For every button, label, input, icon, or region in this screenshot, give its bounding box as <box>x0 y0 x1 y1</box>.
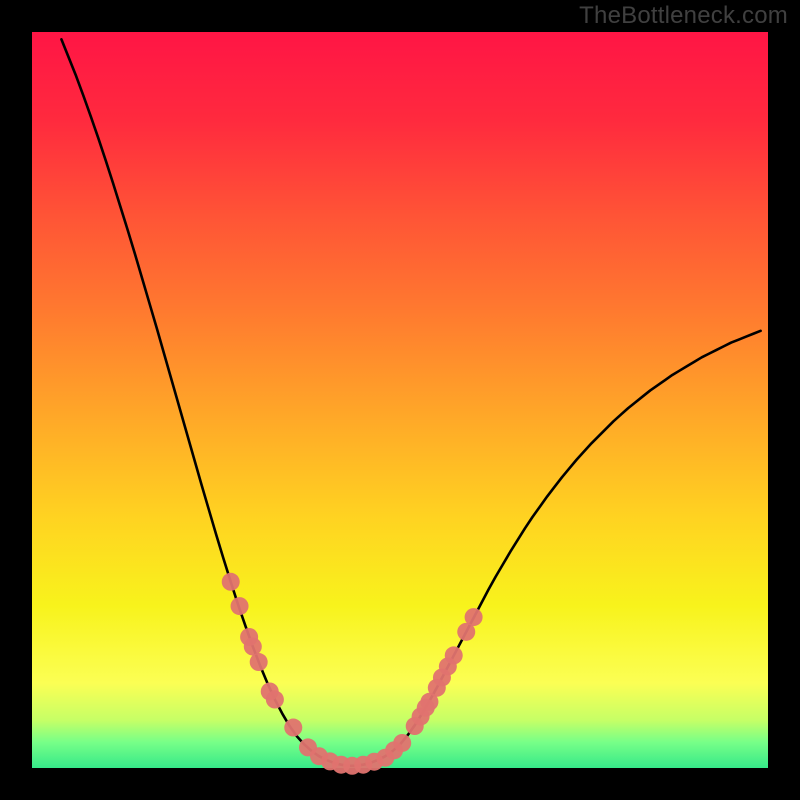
plot-background <box>32 32 768 768</box>
data-marker <box>465 608 483 626</box>
data-marker <box>284 719 302 737</box>
chart-stage: TheBottleneck.com <box>0 0 800 800</box>
bottleneck-chart <box>0 0 800 800</box>
data-marker <box>250 653 268 671</box>
data-marker <box>231 597 249 615</box>
data-marker <box>393 734 411 752</box>
data-marker <box>445 646 463 664</box>
data-marker <box>244 638 262 656</box>
data-marker <box>266 691 284 709</box>
watermark-text: TheBottleneck.com <box>579 2 788 30</box>
data-marker <box>222 573 240 591</box>
